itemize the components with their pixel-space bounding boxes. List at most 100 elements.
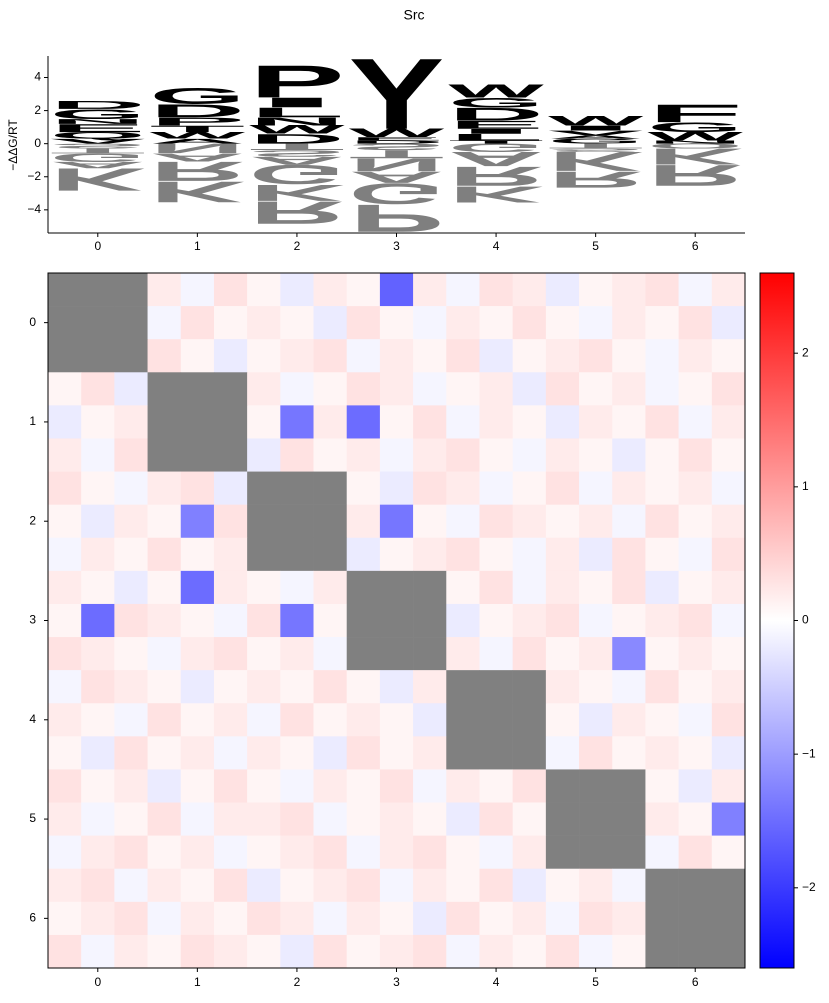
heat-cell xyxy=(180,339,215,373)
y-tick-label: 0 xyxy=(34,136,41,150)
heat-cell xyxy=(678,603,713,638)
heat-cell xyxy=(612,570,646,605)
heat-cell xyxy=(711,570,746,605)
heat-cell xyxy=(579,868,613,903)
heat-cell xyxy=(446,339,480,373)
heat-cell xyxy=(280,934,314,969)
heat-cell xyxy=(346,537,381,572)
logo-letter: T xyxy=(349,148,445,161)
logo-letter: G xyxy=(50,151,146,164)
heat-cell xyxy=(711,802,746,836)
heat-cell xyxy=(147,537,182,572)
x-tick-label: 0 xyxy=(94,239,101,253)
masked-cell xyxy=(180,438,215,472)
logo-letter: R xyxy=(647,159,743,192)
heat-cell xyxy=(446,273,480,307)
heat-cell xyxy=(413,703,447,737)
heat-cell xyxy=(346,306,381,340)
heat-cell xyxy=(313,802,348,836)
logo-letter: A xyxy=(349,168,445,186)
masked-cell xyxy=(379,637,414,671)
heat-cell xyxy=(313,835,348,870)
heat-cell xyxy=(213,471,248,505)
heat-cell xyxy=(479,769,513,803)
heat-cell xyxy=(612,934,646,969)
heat-cell xyxy=(479,273,513,307)
logo-letter: A xyxy=(548,135,644,140)
heat-cell xyxy=(48,802,82,836)
heat-cell xyxy=(346,934,381,969)
heat-cell xyxy=(114,736,148,770)
heat-cell xyxy=(645,736,679,770)
heat-cell xyxy=(678,339,713,373)
x-tick-label: 5 xyxy=(592,239,599,253)
heat-cell xyxy=(612,273,646,307)
logo-letter: A xyxy=(150,137,246,145)
heat-cell xyxy=(247,405,281,439)
heat-cell xyxy=(545,868,580,903)
heat-cell xyxy=(711,603,746,638)
masked-cell xyxy=(379,570,414,605)
logo-letter: R xyxy=(249,194,345,230)
heat-cell xyxy=(81,703,115,737)
logo-letter: S xyxy=(50,142,146,150)
heat-cell xyxy=(147,306,182,340)
heat-cell xyxy=(114,603,148,638)
heat-cell xyxy=(379,273,414,307)
heat-cell xyxy=(512,537,547,572)
heat-cell xyxy=(48,603,82,638)
heat-cell xyxy=(413,471,447,505)
heat-cell xyxy=(280,868,314,903)
heat-cell xyxy=(612,471,646,505)
heat-cell xyxy=(446,471,480,505)
heat-cell xyxy=(147,802,182,836)
heat-cell xyxy=(81,372,115,406)
heat-cell xyxy=(413,868,447,903)
logo-letter: K xyxy=(50,161,146,197)
logo-letter: I xyxy=(448,128,544,136)
heat-cell xyxy=(313,769,348,803)
heat-cell xyxy=(711,273,746,307)
heat-cell xyxy=(48,703,82,737)
heat-cell xyxy=(346,901,381,936)
masked-cell xyxy=(213,438,248,472)
heat-cell xyxy=(147,769,182,803)
heat-cell xyxy=(479,802,513,836)
masked-cell xyxy=(346,637,381,671)
logo-letter: Q xyxy=(50,130,146,140)
heat-cell xyxy=(379,769,414,803)
heat-cell xyxy=(579,372,613,406)
heat-cell xyxy=(114,901,148,936)
heat-cell xyxy=(114,504,148,539)
figure-title: Src xyxy=(404,7,425,23)
heat-cell xyxy=(114,769,148,803)
heat-cell xyxy=(645,504,679,539)
heat-cell xyxy=(48,637,82,671)
heat-cell xyxy=(180,901,215,936)
masked-cell xyxy=(147,372,182,406)
heat-cell xyxy=(213,504,248,539)
heat-cell xyxy=(313,339,348,373)
logo-letter: E xyxy=(50,122,146,135)
heat-cell xyxy=(612,736,646,770)
heat-cell xyxy=(579,670,613,704)
colorbar-tick-label: 0 xyxy=(802,613,809,627)
heat-cell xyxy=(180,802,215,836)
y-axis-label: −ΔΔG/RT xyxy=(6,119,20,171)
heat-cell xyxy=(180,703,215,737)
masked-cell xyxy=(579,769,613,803)
heat-cell xyxy=(413,901,447,936)
heat-cell xyxy=(579,339,613,373)
masked-cell xyxy=(346,603,381,638)
heat-cell xyxy=(678,637,713,671)
x-tick-label: 4 xyxy=(493,239,500,253)
heat-cell xyxy=(280,637,314,671)
heat-cell xyxy=(280,570,314,605)
heat-cell xyxy=(247,273,281,307)
heat-cell xyxy=(512,273,547,307)
masked-cell xyxy=(379,603,414,638)
logo-letter: Y xyxy=(349,38,445,151)
heat-cell xyxy=(413,835,447,870)
heat-cell xyxy=(247,603,281,638)
masked-cell xyxy=(48,273,82,307)
